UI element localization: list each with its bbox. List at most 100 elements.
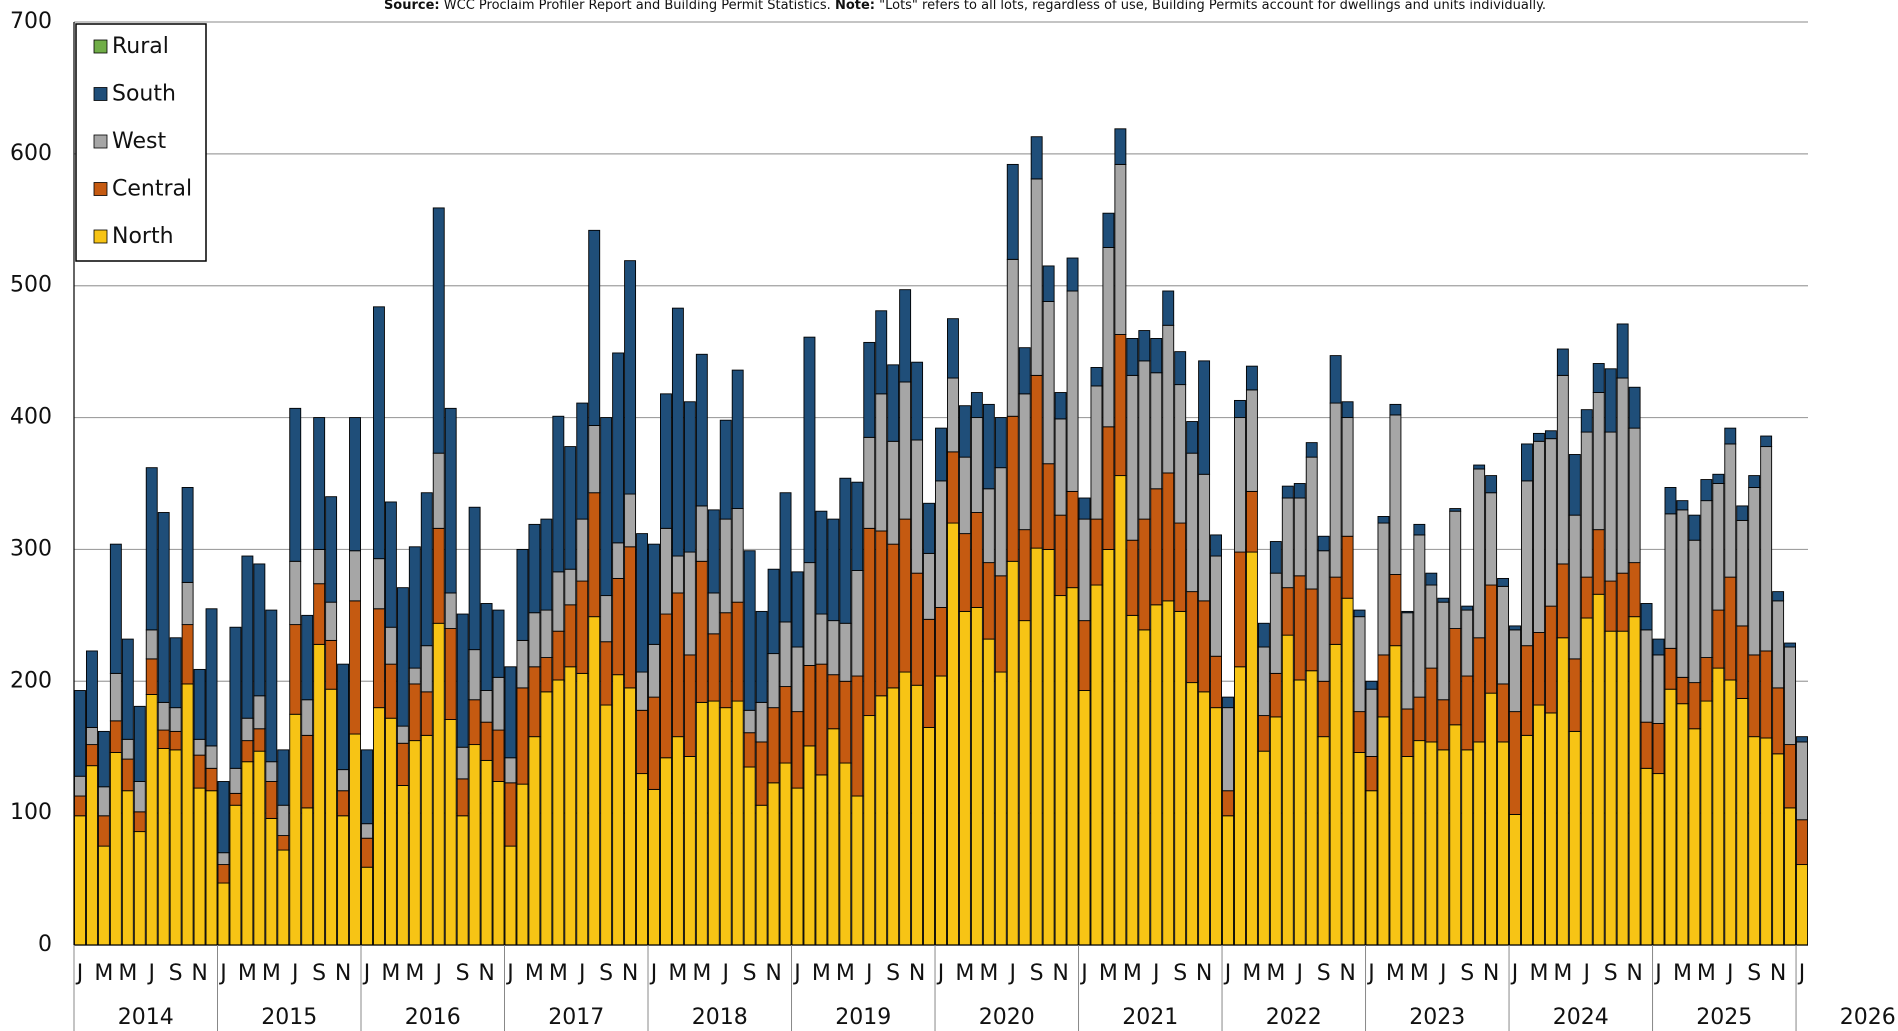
bar-segment: [1222, 696, 1234, 709]
bar-segment: [1568, 658, 1581, 732]
bar-segment: [1485, 584, 1498, 694]
bar-segment: [1556, 637, 1569, 946]
year-label: 2023: [1409, 1005, 1465, 1030]
bar-segment: [564, 666, 577, 946]
year-label: 2020: [979, 1005, 1035, 1030]
bar-segment: [456, 613, 469, 748]
bar-segment: [540, 691, 553, 946]
bar-segment: [1293, 483, 1306, 499]
x-tick-label: N: [1483, 961, 1499, 986]
bar-segment: [851, 481, 864, 571]
bar-segment: [1389, 645, 1402, 946]
bar-segment: [169, 730, 182, 751]
bar-segment: [1437, 749, 1450, 946]
bar-segment: [85, 765, 98, 946]
bar-segment: [1042, 463, 1055, 550]
bar-segment: [1628, 386, 1641, 429]
bar-segment: [779, 762, 792, 946]
bar-segment: [803, 562, 816, 666]
bar-segment: [887, 543, 900, 689]
bar-segment: [935, 606, 947, 677]
bar-segment: [1485, 692, 1498, 946]
y-tick-label: 400: [10, 405, 52, 430]
bar-segment: [1544, 430, 1557, 440]
bar-segment: [1580, 409, 1593, 433]
bar-segment: [1664, 513, 1677, 649]
bar-segment: [1760, 650, 1773, 739]
bar-segment: [755, 804, 768, 946]
bar-segment: [1198, 360, 1211, 475]
bar-segment: [1198, 473, 1211, 602]
bar-segment: [253, 728, 266, 752]
bar-segment: [911, 572, 924, 686]
x-tick-label: S: [886, 961, 900, 986]
bar-segment: [133, 781, 146, 813]
bar-segment: [133, 811, 146, 833]
year-label: 2017: [548, 1005, 604, 1030]
bar-segment: [1640, 629, 1653, 723]
bar-segment: [887, 364, 900, 442]
bar-segment: [1329, 576, 1342, 645]
bar-segment: [1102, 247, 1115, 428]
bar-segment: [887, 440, 900, 545]
bar-segment: [241, 555, 254, 719]
bar-segment: [1377, 522, 1390, 656]
bar-segment: [1377, 716, 1390, 946]
bar-segment: [683, 401, 696, 553]
bar-segment: [1293, 497, 1306, 577]
x-tick-label: J: [864, 961, 873, 986]
bar-segment: [791, 787, 804, 946]
bar-segment: [1078, 690, 1091, 946]
x-tick-label: M: [1529, 961, 1548, 986]
bar-segment: [851, 570, 864, 677]
bar-segment: [947, 522, 959, 946]
bar-segment: [1556, 563, 1569, 639]
bar-segment: [863, 715, 876, 946]
bar-segment: [313, 548, 326, 585]
bar-segment: [827, 518, 840, 622]
bar-segment: [1006, 560, 1019, 946]
bar-segment: [325, 688, 338, 946]
bar-segment: [1700, 700, 1713, 946]
bar-segment: [1616, 630, 1629, 946]
bar-segment: [277, 835, 290, 851]
bar-segment: [1090, 584, 1103, 946]
bar-segment: [480, 603, 493, 691]
legend-swatch: [93, 39, 108, 54]
x-tick-label: J: [1295, 961, 1304, 986]
bar-segment: [1198, 600, 1211, 693]
bar-segment: [755, 741, 768, 806]
bar-segment: [1138, 629, 1151, 946]
bar-segment: [1628, 427, 1641, 564]
bar-segment: [982, 638, 995, 946]
bar-segment: [1532, 432, 1545, 442]
bar-segment: [504, 666, 517, 759]
bar-segment: [600, 641, 613, 706]
bar-segment: [516, 783, 529, 946]
bar-segment: [85, 726, 98, 746]
bar-segment: [588, 229, 601, 426]
bar-segment: [1736, 505, 1749, 521]
bar-segment: [576, 518, 589, 582]
bar-segment: [97, 845, 110, 946]
bar-segment: [1174, 610, 1187, 946]
bar-segment: [1293, 575, 1306, 681]
bar-segment: [384, 663, 397, 719]
bar-segment: [145, 658, 158, 695]
bar-segment: [1664, 647, 1677, 690]
bar-segment: [1353, 609, 1366, 618]
bar-segment: [1544, 438, 1557, 607]
x-tick-label: J: [720, 961, 729, 986]
bar-segment: [1784, 744, 1797, 809]
bar-segment: [970, 392, 983, 419]
bar-segment: [636, 533, 648, 673]
bar-segment: [576, 672, 589, 946]
bar-segment: [600, 417, 613, 597]
bar-segment: [301, 807, 314, 946]
bar-segment: [1329, 355, 1342, 404]
bar-segment: [528, 612, 541, 668]
bar-segment: [265, 817, 278, 946]
bar-segment: [1425, 667, 1438, 743]
bar-segment: [1772, 591, 1785, 602]
year-label: 2015: [261, 1005, 317, 1030]
